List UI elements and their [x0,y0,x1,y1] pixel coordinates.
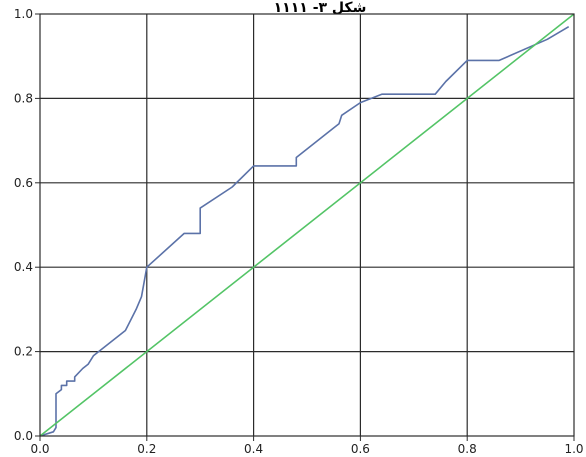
y-axis-ticks: 0.0 0.2 0.4 0.6 0.8 1.0 [14,7,40,443]
x-tick-label: 0.8 [458,442,477,456]
roc-curve-line [39,26,570,437]
plot-frame [39,13,575,437]
y-tick-label: 0.8 [14,91,33,105]
chart-header-label: شکل ۳- ۱۱۱۱ [274,0,367,16]
y-tick-label: 0.6 [14,176,33,190]
x-tick-label: 0.4 [244,442,263,456]
y-tick-label: 1.0 [14,7,33,21]
grid-layer [40,14,574,436]
x-axis-ticks: 0.0 0.2 0.4 0.6 0.8 1.0 [30,436,584,456]
x-tick-label: 0.0 [30,442,49,456]
y-tick-label: 0.0 [14,429,33,443]
x-tick-label: 1.0 [564,442,583,456]
y-tick-label: 0.2 [14,345,33,359]
y-tick-label: 0.4 [14,260,33,274]
reference-diagonal-line [39,13,575,437]
x-tick-label: 0.6 [351,442,370,456]
series-layer [39,13,575,437]
x-tick-label: 0.2 [137,442,156,456]
